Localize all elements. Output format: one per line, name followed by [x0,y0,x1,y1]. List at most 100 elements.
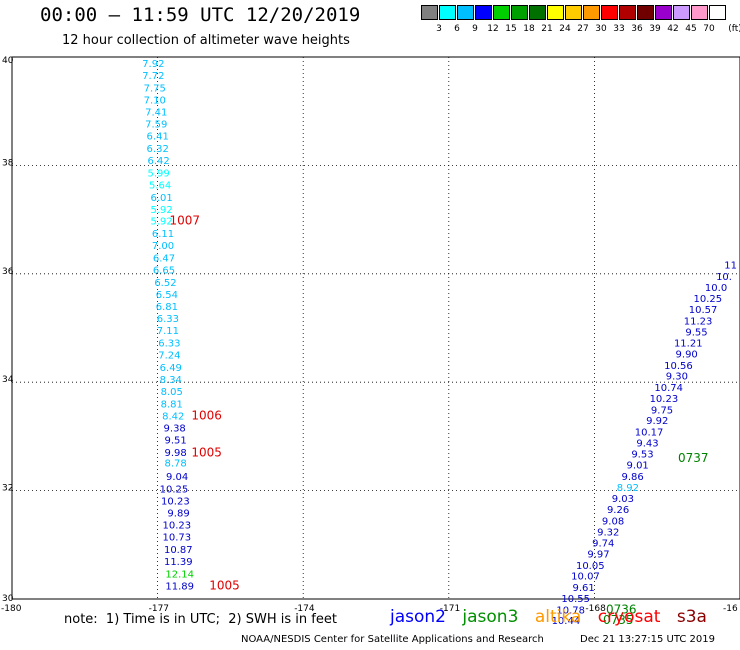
wave-height-value: 8.42 [162,411,184,422]
wave-height-value: 12.14 [165,570,194,581]
wave-height-value: 6.47 [153,254,175,265]
color-scale-label: 30 [595,24,607,34]
wave-height-value: 6.65 [153,265,175,276]
wave-height-value: 10.73 [163,533,192,544]
color-scale-label: 36 [631,24,643,34]
color-swatch [439,5,456,20]
wave-height-value: 10.25 [694,294,723,305]
wave-height-value: 9.01 [627,461,649,472]
generated-timestamp: Dec 21 13:27:15 UTC 2019 [580,634,715,645]
color-scale-label: 42 [667,24,679,34]
wave-height-value: 7.59 [145,120,167,131]
color-scale-label: 15 [505,24,517,34]
wave-height-value: 9.89 [167,508,189,519]
color-scale-label: 33 [613,24,625,34]
wave-height-value: 5.64 [149,180,171,191]
wave-height-value: 10.87 [164,545,193,556]
longitude-label: -177 [149,604,169,614]
wave-height-value: 9.51 [165,436,187,447]
wave-height-value: 7.41 [145,108,167,119]
color-swatch [673,5,690,20]
wave-height-value: 9.43 [636,438,658,449]
wave-height-value: 10.74 [654,383,683,394]
wave-height-value: 5.92 [150,217,172,228]
color-swatch [691,5,708,20]
wave-height-value: 6.54 [156,290,178,301]
wave-height-value: 10.05 [576,561,605,572]
wave-height-value: 10.0 [705,283,727,294]
wave-height-value: 10.44 [552,616,581,627]
wave-height-value: 9.61 [573,583,595,594]
wave-height-value: 6.33 [157,314,179,325]
wave-height-value: 9.30 [666,372,688,383]
wave-height-value: 9.75 [651,405,673,416]
latitude-label: 34 [2,375,14,385]
wave-height-value: 10.23 [650,394,679,405]
satellite-legend: jason2 jason3 altika cryosat s3a [390,607,707,627]
wave-height-value: 6.81 [156,302,178,313]
wave-height-value: 9.03 [612,494,634,505]
wave-height-value: 6.11 [152,229,174,240]
legend-altika: altika [534,607,582,627]
latitude-label: 36 [2,267,14,277]
latitude-label: 40 [2,56,14,66]
color-scale-label: 9 [472,24,478,34]
color-swatch [493,5,510,20]
pass-time-label: 0736 [606,602,637,616]
wave-height-value: 10.56 [664,361,693,372]
wave-height-value: 5.99 [148,168,170,179]
wave-height-value: 11.23 [684,316,713,327]
color-swatch [655,5,672,20]
color-scale-label: 6 [454,24,460,34]
wave-height-value: 11.89 [165,581,194,592]
pass-time-label: 0735 [603,613,634,627]
wave-height-value: 11.21 [674,339,703,350]
wave-height-value: 9.97 [587,549,609,560]
map-frame [11,56,740,600]
color-swatch [601,5,618,20]
latitude-label: 32 [2,484,13,494]
wave-height-value: 9.04 [166,472,188,483]
pass-time-label: 1007 [169,214,200,228]
color-scale-label: 18 [523,24,535,34]
longitude-label: -174 [294,604,315,614]
wave-height-value: 10.78 [556,605,585,616]
wave-height-value: 11.39 [164,557,193,568]
page-title: 00:00 – 11:59 UTC 12/20/2019 [40,4,361,26]
wave-height-value: 7.72 [142,71,164,82]
color-scale-label: 70 [703,24,715,34]
map-tick-labels: 40 38 36 34 32 30-180 -177 -174 -171 -168 -16 [1,56,738,614]
color-swatch [511,5,528,20]
wave-height-value: 9.26 [607,505,629,516]
longitude-label: -16 [723,604,738,614]
wave-height-value: 9.38 [164,424,186,435]
wave-height-value: 8.92 [617,483,639,494]
wave-height-value: 9.74 [592,539,614,550]
wave-height-value: 7.11 [157,326,179,337]
latitude-label: 38 [2,158,14,168]
longitude-label: -171 [440,604,460,614]
color-swatch [547,5,564,20]
color-scale-label: 45 [685,24,697,34]
wave-height-value: 6.32 [147,144,169,155]
wave-height-value: 9.53 [631,450,653,461]
wave-height-value: 8.05 [161,387,183,398]
wave-height-value: 10.55 [561,594,590,605]
color-scale-label: 24 [559,24,571,34]
wave-height-value: 10.17 [635,428,664,439]
wave-height-value: 6.52 [154,278,176,289]
longitude-label: -168 [585,604,606,614]
wave-height-value: 6.01 [150,193,172,204]
map-grid [12,57,740,599]
wave-height-value: 10.23 [163,521,192,532]
wave-height-value: 10.07 [571,572,600,583]
wave-height-value: 9.55 [685,327,707,338]
color-scale-label: 21 [541,24,553,34]
color-swatch [565,5,582,20]
color-swatch [709,5,726,20]
longitude-label: -180 [1,604,22,614]
wave-height-value: 9.90 [676,349,698,360]
wave-height-value: 10.57 [689,305,718,316]
credit-line: NOAA/NESDIS Center for Satellite Applica… [241,634,544,645]
